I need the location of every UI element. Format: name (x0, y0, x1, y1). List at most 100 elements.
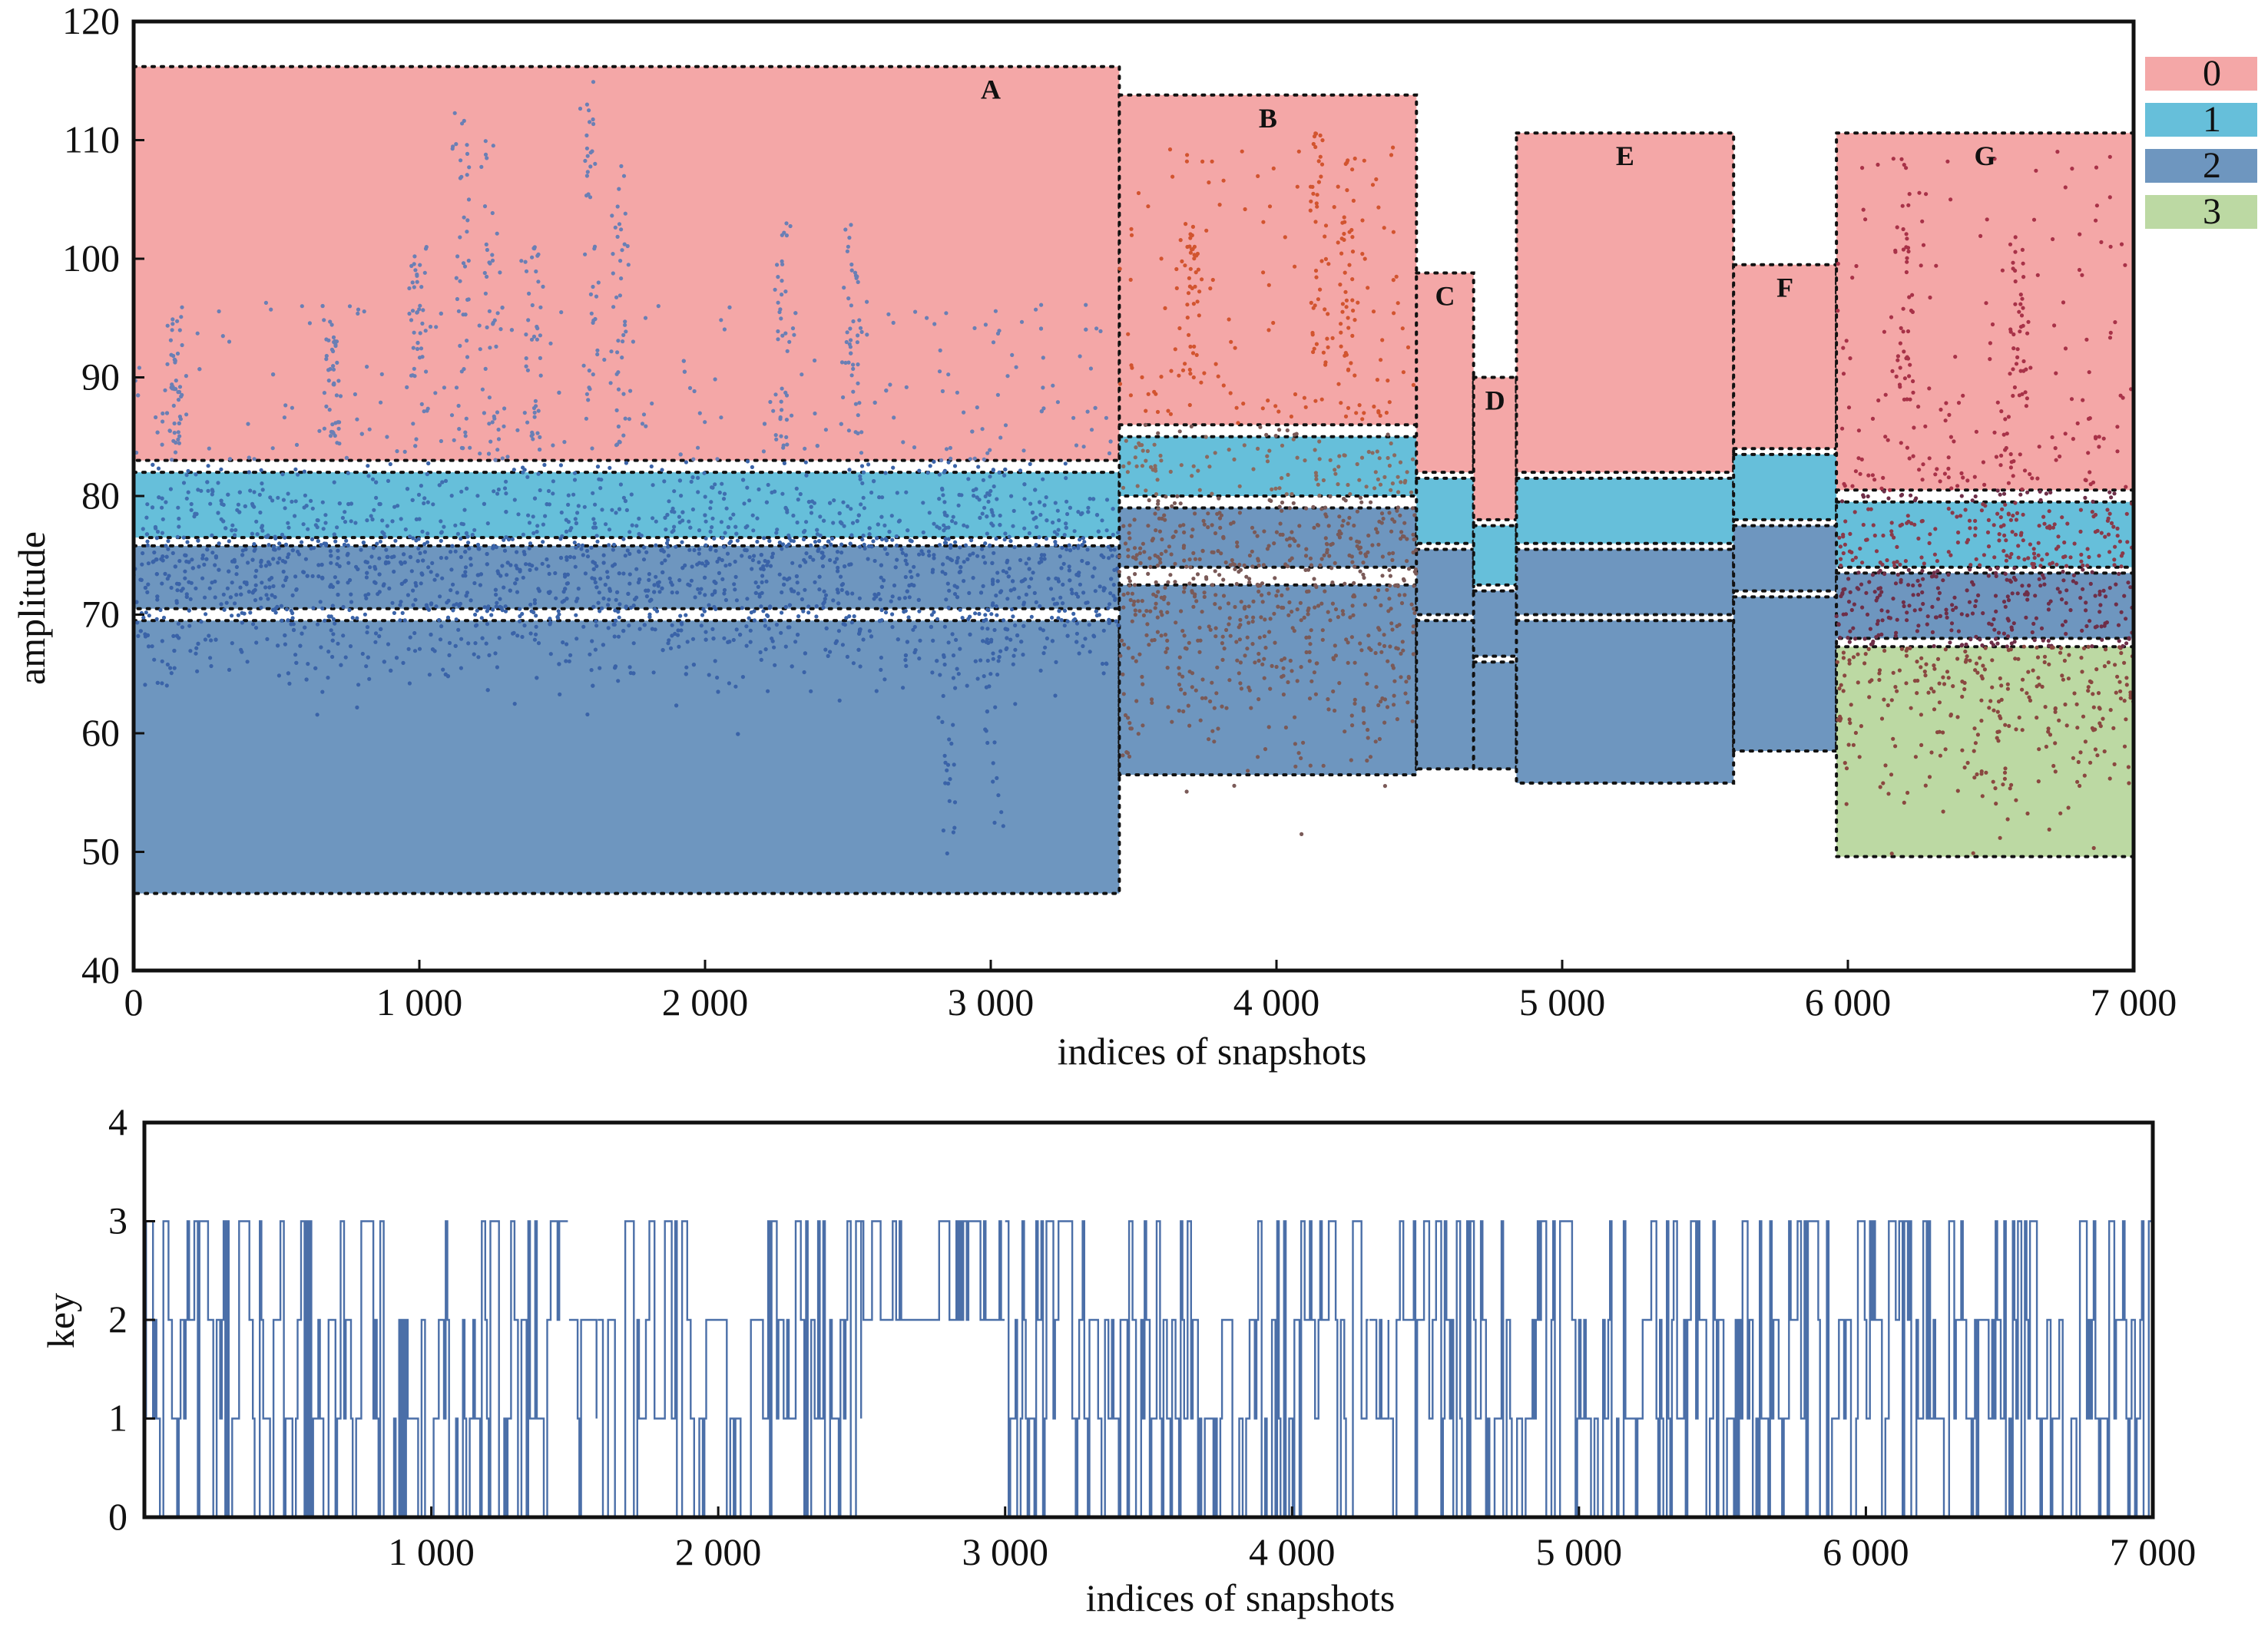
data-point (1870, 473, 1875, 478)
data-point (1389, 621, 1394, 626)
data-point (2036, 553, 2041, 557)
data-point (783, 506, 788, 511)
data-point (462, 118, 466, 123)
data-point (985, 658, 990, 663)
data-point (1380, 574, 1385, 578)
data-point (1011, 653, 1016, 658)
data-point (457, 427, 462, 432)
data-point (290, 548, 295, 553)
data-point (1144, 633, 1149, 637)
data-point (954, 637, 959, 643)
data-point (1377, 642, 1382, 647)
data-point (280, 532, 285, 537)
data-point (1187, 723, 1192, 728)
data-point (1274, 664, 1279, 670)
data-point (861, 533, 866, 538)
data-point (1970, 498, 1975, 503)
data-point (1323, 256, 1328, 261)
data-point (1866, 647, 1871, 652)
data-point (485, 609, 489, 613)
data-point (1268, 617, 1273, 621)
data-point (578, 106, 583, 111)
data-point (512, 630, 516, 635)
data-point (1001, 569, 1005, 574)
data-point (919, 549, 924, 554)
data-point (1037, 535, 1041, 540)
data-point (497, 636, 502, 640)
data-point (974, 487, 978, 491)
data-point (708, 506, 713, 511)
data-point (598, 486, 603, 491)
data-point (634, 567, 639, 571)
data-point (857, 596, 862, 600)
data-point (1355, 461, 1359, 467)
data-point (611, 542, 617, 547)
data-point (1974, 429, 1978, 434)
data-point (1242, 607, 1247, 611)
data-point (1175, 494, 1180, 499)
data-point (513, 581, 518, 586)
data-point (1891, 670, 1896, 675)
data-point (1164, 650, 1168, 654)
data-point (370, 477, 376, 481)
data-point (985, 637, 989, 642)
data-point (2084, 337, 2089, 342)
data-point (1104, 415, 1108, 420)
data-point (700, 613, 705, 617)
data-point (691, 457, 696, 461)
data-point (2088, 581, 2093, 587)
data-point (978, 658, 983, 663)
data-point (1126, 716, 1131, 720)
data-point (1260, 406, 1265, 411)
data-point (976, 465, 981, 469)
data-point (230, 580, 234, 585)
data-point (2042, 521, 2047, 526)
data-point (848, 541, 853, 546)
data-point (379, 627, 383, 632)
data-point (1866, 507, 1871, 511)
data-point (1836, 261, 1840, 266)
data-point (559, 310, 564, 315)
data-point (1352, 580, 1356, 586)
data-point (1924, 662, 1929, 666)
data-point (2080, 628, 2084, 633)
data-point (330, 422, 335, 427)
data-point (1401, 370, 1405, 375)
data-point (207, 446, 211, 451)
data-point (335, 562, 339, 567)
data-point (1021, 623, 1026, 628)
data-point (204, 612, 208, 617)
data-point (1389, 488, 1393, 492)
data-point (1121, 524, 1126, 528)
data-point (1268, 686, 1273, 691)
data-point (619, 227, 624, 232)
data-point (951, 830, 955, 835)
data-point (456, 627, 461, 632)
data-point (951, 723, 955, 727)
data-point (2058, 454, 2062, 459)
data-point (377, 572, 382, 577)
data-point (584, 416, 589, 421)
data-point (752, 609, 757, 613)
data-point (2107, 336, 2113, 340)
data-point (955, 595, 960, 600)
data-point (1995, 488, 2000, 493)
data-point (1392, 703, 1396, 707)
data-point (412, 285, 416, 289)
data-point (722, 327, 727, 332)
data-point (1870, 416, 1876, 422)
data-point (538, 373, 543, 378)
data-point (536, 279, 541, 284)
data-point (483, 152, 488, 157)
data-point (2115, 674, 2120, 679)
data-point (938, 348, 942, 352)
data-point (1411, 382, 1415, 387)
data-point (1128, 277, 1133, 282)
data-point (945, 581, 950, 586)
data-point (968, 457, 972, 461)
data-point (554, 596, 558, 600)
data-point (558, 537, 563, 541)
data-point (641, 557, 647, 562)
data-point (619, 276, 624, 281)
data-point (1210, 583, 1215, 587)
